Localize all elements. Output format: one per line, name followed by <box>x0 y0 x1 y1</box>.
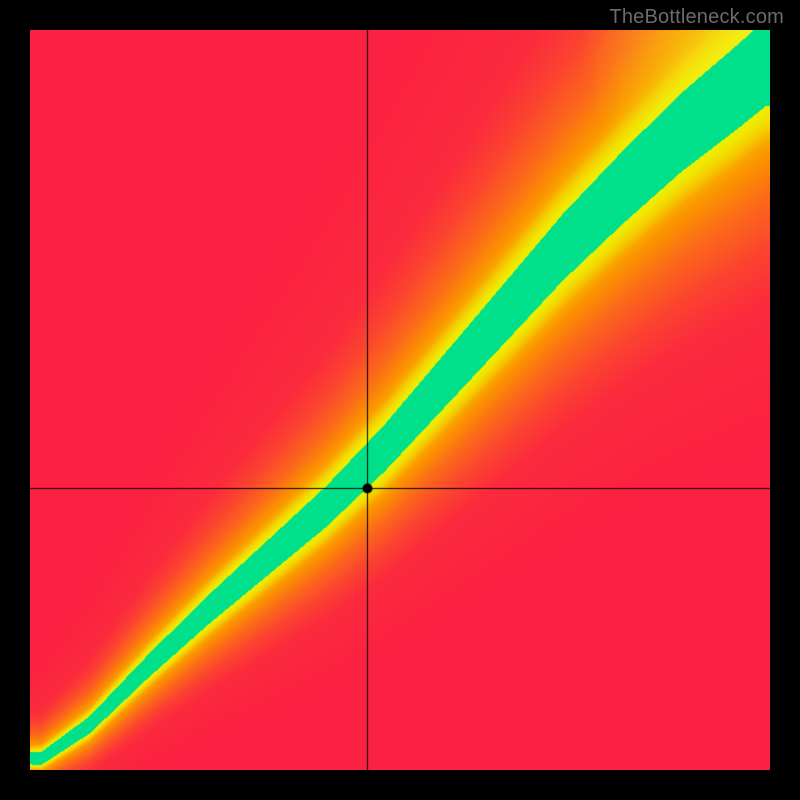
watermark-text: TheBottleneck.com <box>609 6 784 29</box>
bottleneck-heatmap <box>30 30 770 770</box>
chart-frame: TheBottleneck.com <box>0 0 800 800</box>
